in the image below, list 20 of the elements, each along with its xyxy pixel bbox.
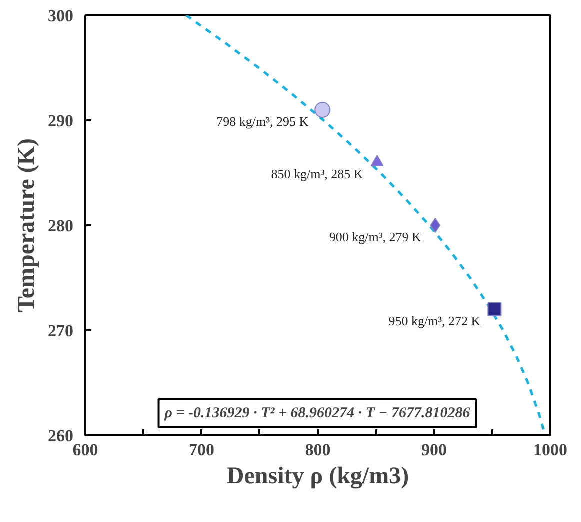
annotation: 850 kg/m³, 285 K: [271, 166, 364, 182]
point: [430, 218, 441, 233]
annotation: 950 kg/m³, 272 K: [388, 314, 482, 328]
x-tick-label: 700: [189, 440, 214, 460]
annotation: ρ = -0.136929 · T² + 68.960274 · T − 7677.810286: [164, 406, 471, 422]
point: [488, 302, 502, 316]
y-axis-title: Temperature (K): [14, 138, 40, 312]
annotation: 900 kg/m³, 279 K: [329, 230, 422, 244]
x-tick-label: 800: [305, 440, 331, 460]
y-tick-label: 300: [48, 6, 74, 26]
x-tick-label: 600: [72, 440, 98, 460]
annotation: 798 kg/m³, 295 K: [216, 114, 310, 129]
x-tick-label: 900: [422, 440, 447, 460]
point: [314, 102, 331, 118]
y-tick-label: 290: [48, 112, 74, 130]
y-tick-label: 260: [48, 426, 74, 446]
x-axis-title: Density ρ (kg/m3): [226, 464, 410, 490]
x-tick-label: 1000: [534, 440, 568, 460]
y-tick-label: 280: [48, 216, 74, 236]
y-tick-label: 270: [48, 322, 74, 340]
